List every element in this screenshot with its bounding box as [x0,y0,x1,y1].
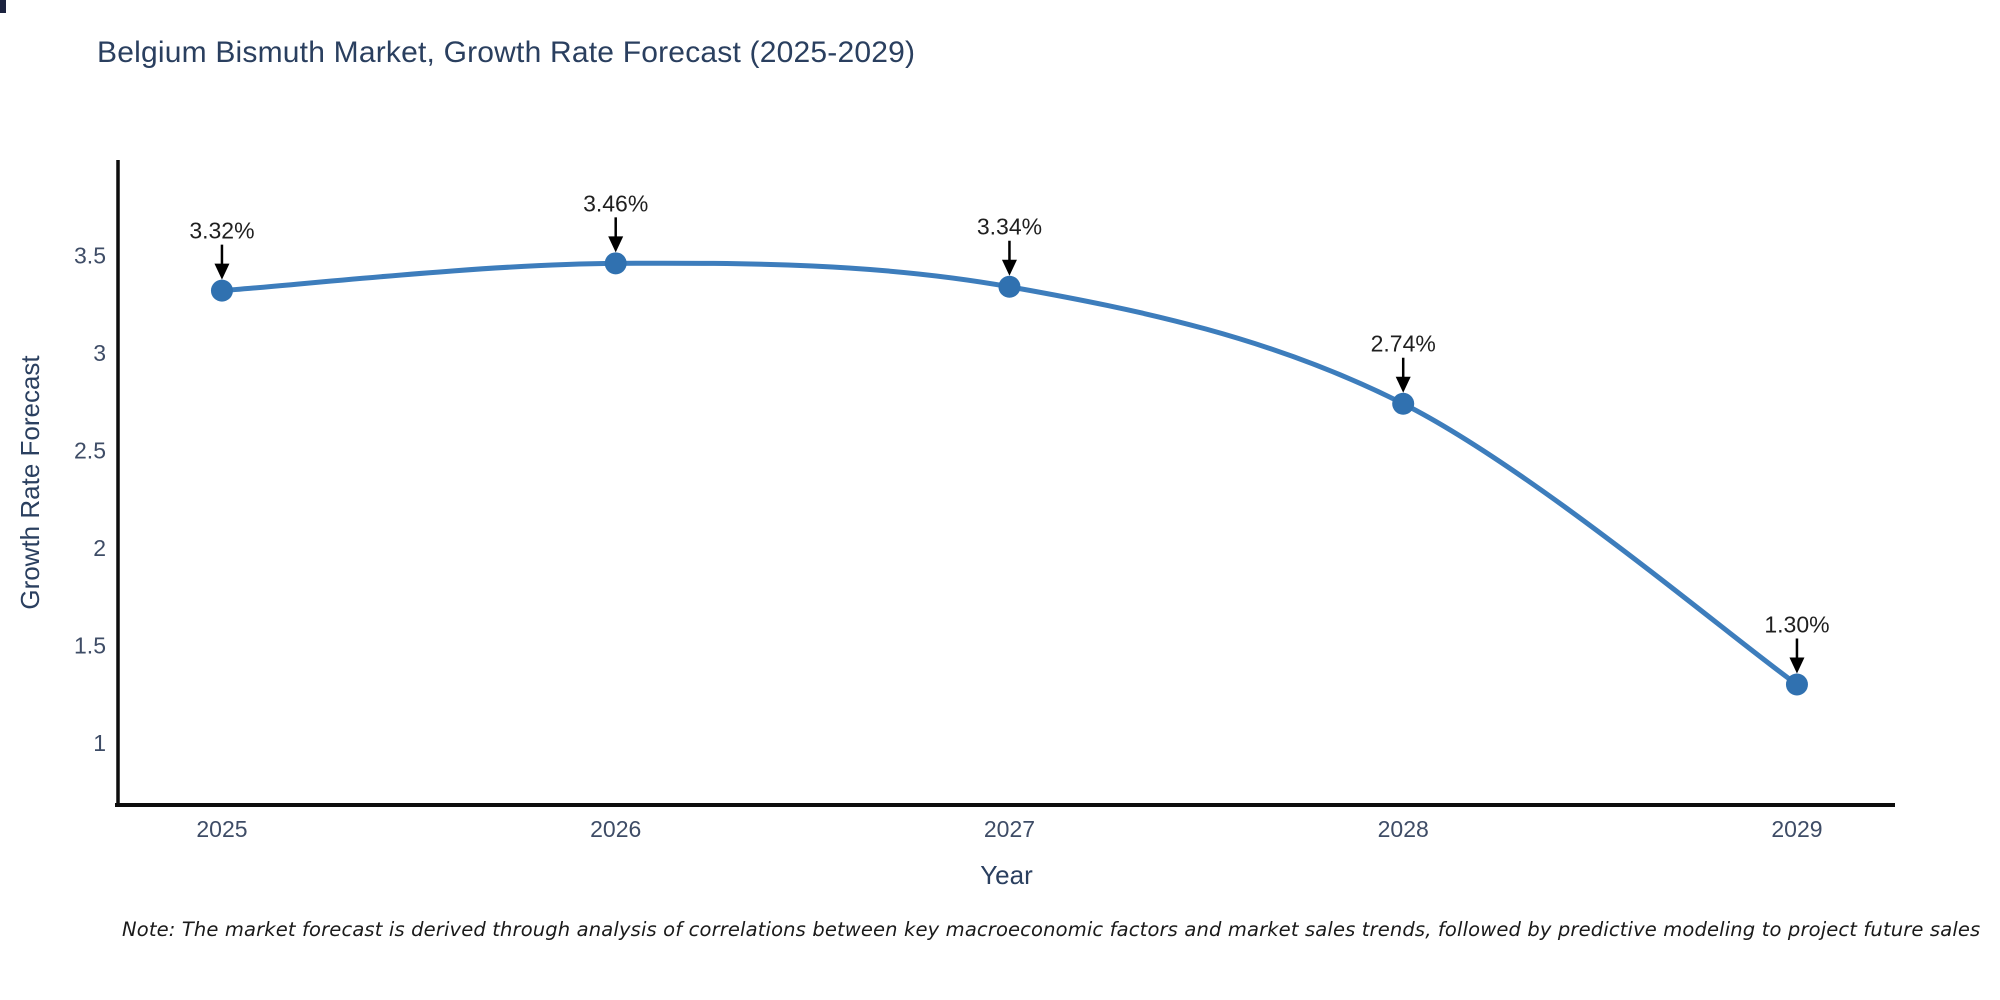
data-point-marker[interactable] [210,279,233,302]
data-point-marker[interactable] [604,252,627,275]
x-tick-label: 2027 [984,816,1035,842]
data-point-marker[interactable] [1785,673,1808,696]
annotation-arrowhead [1395,376,1411,393]
annotation-label: 3.34% [977,214,1042,240]
footnote: Note: The market forecast is derived thr… [122,918,1981,941]
y-tick-label: 3 [93,340,106,366]
annotation-arrowhead [1789,657,1805,674]
x-tick-label: 2029 [1771,816,1822,842]
y-tick-label: 1.5 [74,633,106,659]
chart-title: Belgium Bismuth Market, Growth Rate Fore… [97,36,916,69]
y-tick-label: 2 [93,535,106,561]
trend-line [219,260,1800,688]
annotation-arrowhead [608,236,624,253]
data-point-marker[interactable] [998,275,1021,298]
x-tick-label: 2025 [196,816,247,842]
annotation-label: 2.74% [1371,331,1436,357]
x-tick-label: 2028 [1378,816,1429,842]
x-tick-label: 2026 [590,816,641,842]
data-point-marker[interactable] [1392,392,1415,415]
annotation-label: 3.46% [583,190,648,216]
y-axis-title: Growth Rate Forecast [15,355,45,610]
annotation-arrowhead [214,263,230,280]
annotation-label: 1.30% [1764,612,1829,638]
y-tick-label: 2.5 [74,438,106,464]
screen-corner-artifact [0,0,6,13]
annotation-label: 3.32% [189,218,254,244]
y-tick-label: 3.5 [74,243,106,269]
y-tick-label: 1 [93,730,106,756]
x-axis-title: Year [980,860,1033,890]
annotation-arrowhead [1001,259,1017,276]
